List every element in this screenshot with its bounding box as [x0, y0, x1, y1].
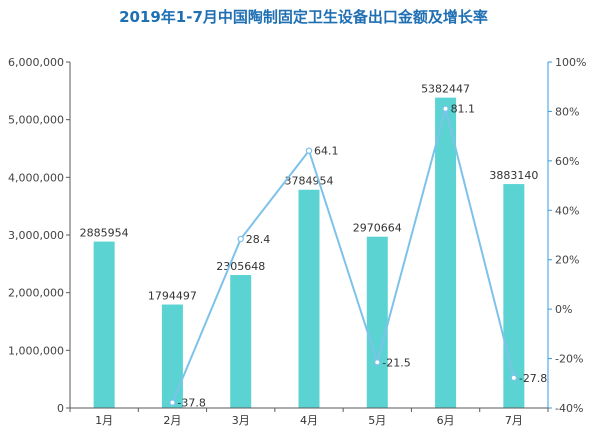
right-axis-tick-label-2: 0%	[555, 303, 572, 316]
growth-line	[171, 104, 515, 403]
right-axis-tick-label-6: 80%	[555, 105, 579, 118]
bar-value-label-6: 5382447	[421, 83, 470, 96]
growth-value-label-6: 81.1	[451, 103, 476, 116]
left-axis-tick-label-3: 3,000,000	[8, 229, 64, 242]
bar-value-label-7: 3883140	[489, 169, 538, 182]
growth-point-2	[169, 399, 176, 406]
chart-title: 2019年1-7月中国陶制固定卫生设备出口金额及增长率	[119, 8, 488, 26]
bar-7	[503, 184, 525, 408]
bar-4	[298, 189, 320, 408]
x-axis-label-2: 2月	[163, 414, 181, 427]
growth-value-label-4: 64.1	[314, 145, 339, 158]
bar-value-label-2: 1794497	[148, 290, 197, 303]
growth-point-5	[374, 359, 381, 366]
bar-6	[435, 97, 457, 409]
bar-value-label-1: 2885954	[80, 227, 129, 240]
left-axis-tick-label-6: 6,000,000	[8, 56, 64, 69]
growth-point-3	[237, 235, 244, 243]
x-axis-label-3: 3月	[232, 414, 250, 427]
growth-point-4	[305, 147, 313, 154]
left-axis-tick-label-1: 1,000,000	[8, 344, 64, 357]
growth-point-7	[510, 374, 518, 382]
right-axis-tick-label-3: 20%	[555, 254, 579, 267]
bar-5	[366, 236, 388, 408]
x-axis-label-1: 1月	[95, 414, 113, 427]
x-axis-label-6: 6月	[437, 414, 455, 427]
bar-value-label-4: 3784954	[285, 175, 334, 188]
growth-value-label-7: -27.8	[519, 372, 547, 385]
right-axis-tick-label-5: 60%	[555, 155, 579, 168]
growth-value-label-3: 28.4	[246, 233, 271, 246]
bar-value-label-3: 2305648	[216, 260, 265, 273]
growth-point-6	[442, 105, 449, 112]
growth-value-label-2: -37.8	[177, 397, 205, 410]
right-axis-tick-label-1: -20%	[555, 353, 583, 366]
left-axis-tick-label-0: 0	[57, 402, 64, 415]
growth-value-label-5: -21.5	[382, 356, 410, 369]
left-axis-tick-label-5: 5,000,000	[8, 114, 64, 127]
right-axis-tick-label-0: -40%	[555, 402, 583, 415]
right-axis-tick-label-4: 40%	[555, 204, 579, 217]
left-axis-tick-label-2: 2,000,000	[8, 287, 64, 300]
x-axis-label-5: 5月	[368, 414, 386, 427]
left-axis-tick-label-4: 4,000,000	[8, 171, 64, 184]
bar-1	[93, 241, 115, 408]
x-axis-label-4: 4月	[300, 414, 318, 427]
bar-2	[161, 304, 183, 408]
bar-value-label-5: 2970664	[353, 222, 402, 235]
right-axis-tick-label-7: 100%	[555, 56, 586, 69]
bar-3	[230, 275, 252, 408]
x-axis-label-7: 7月	[505, 414, 523, 427]
